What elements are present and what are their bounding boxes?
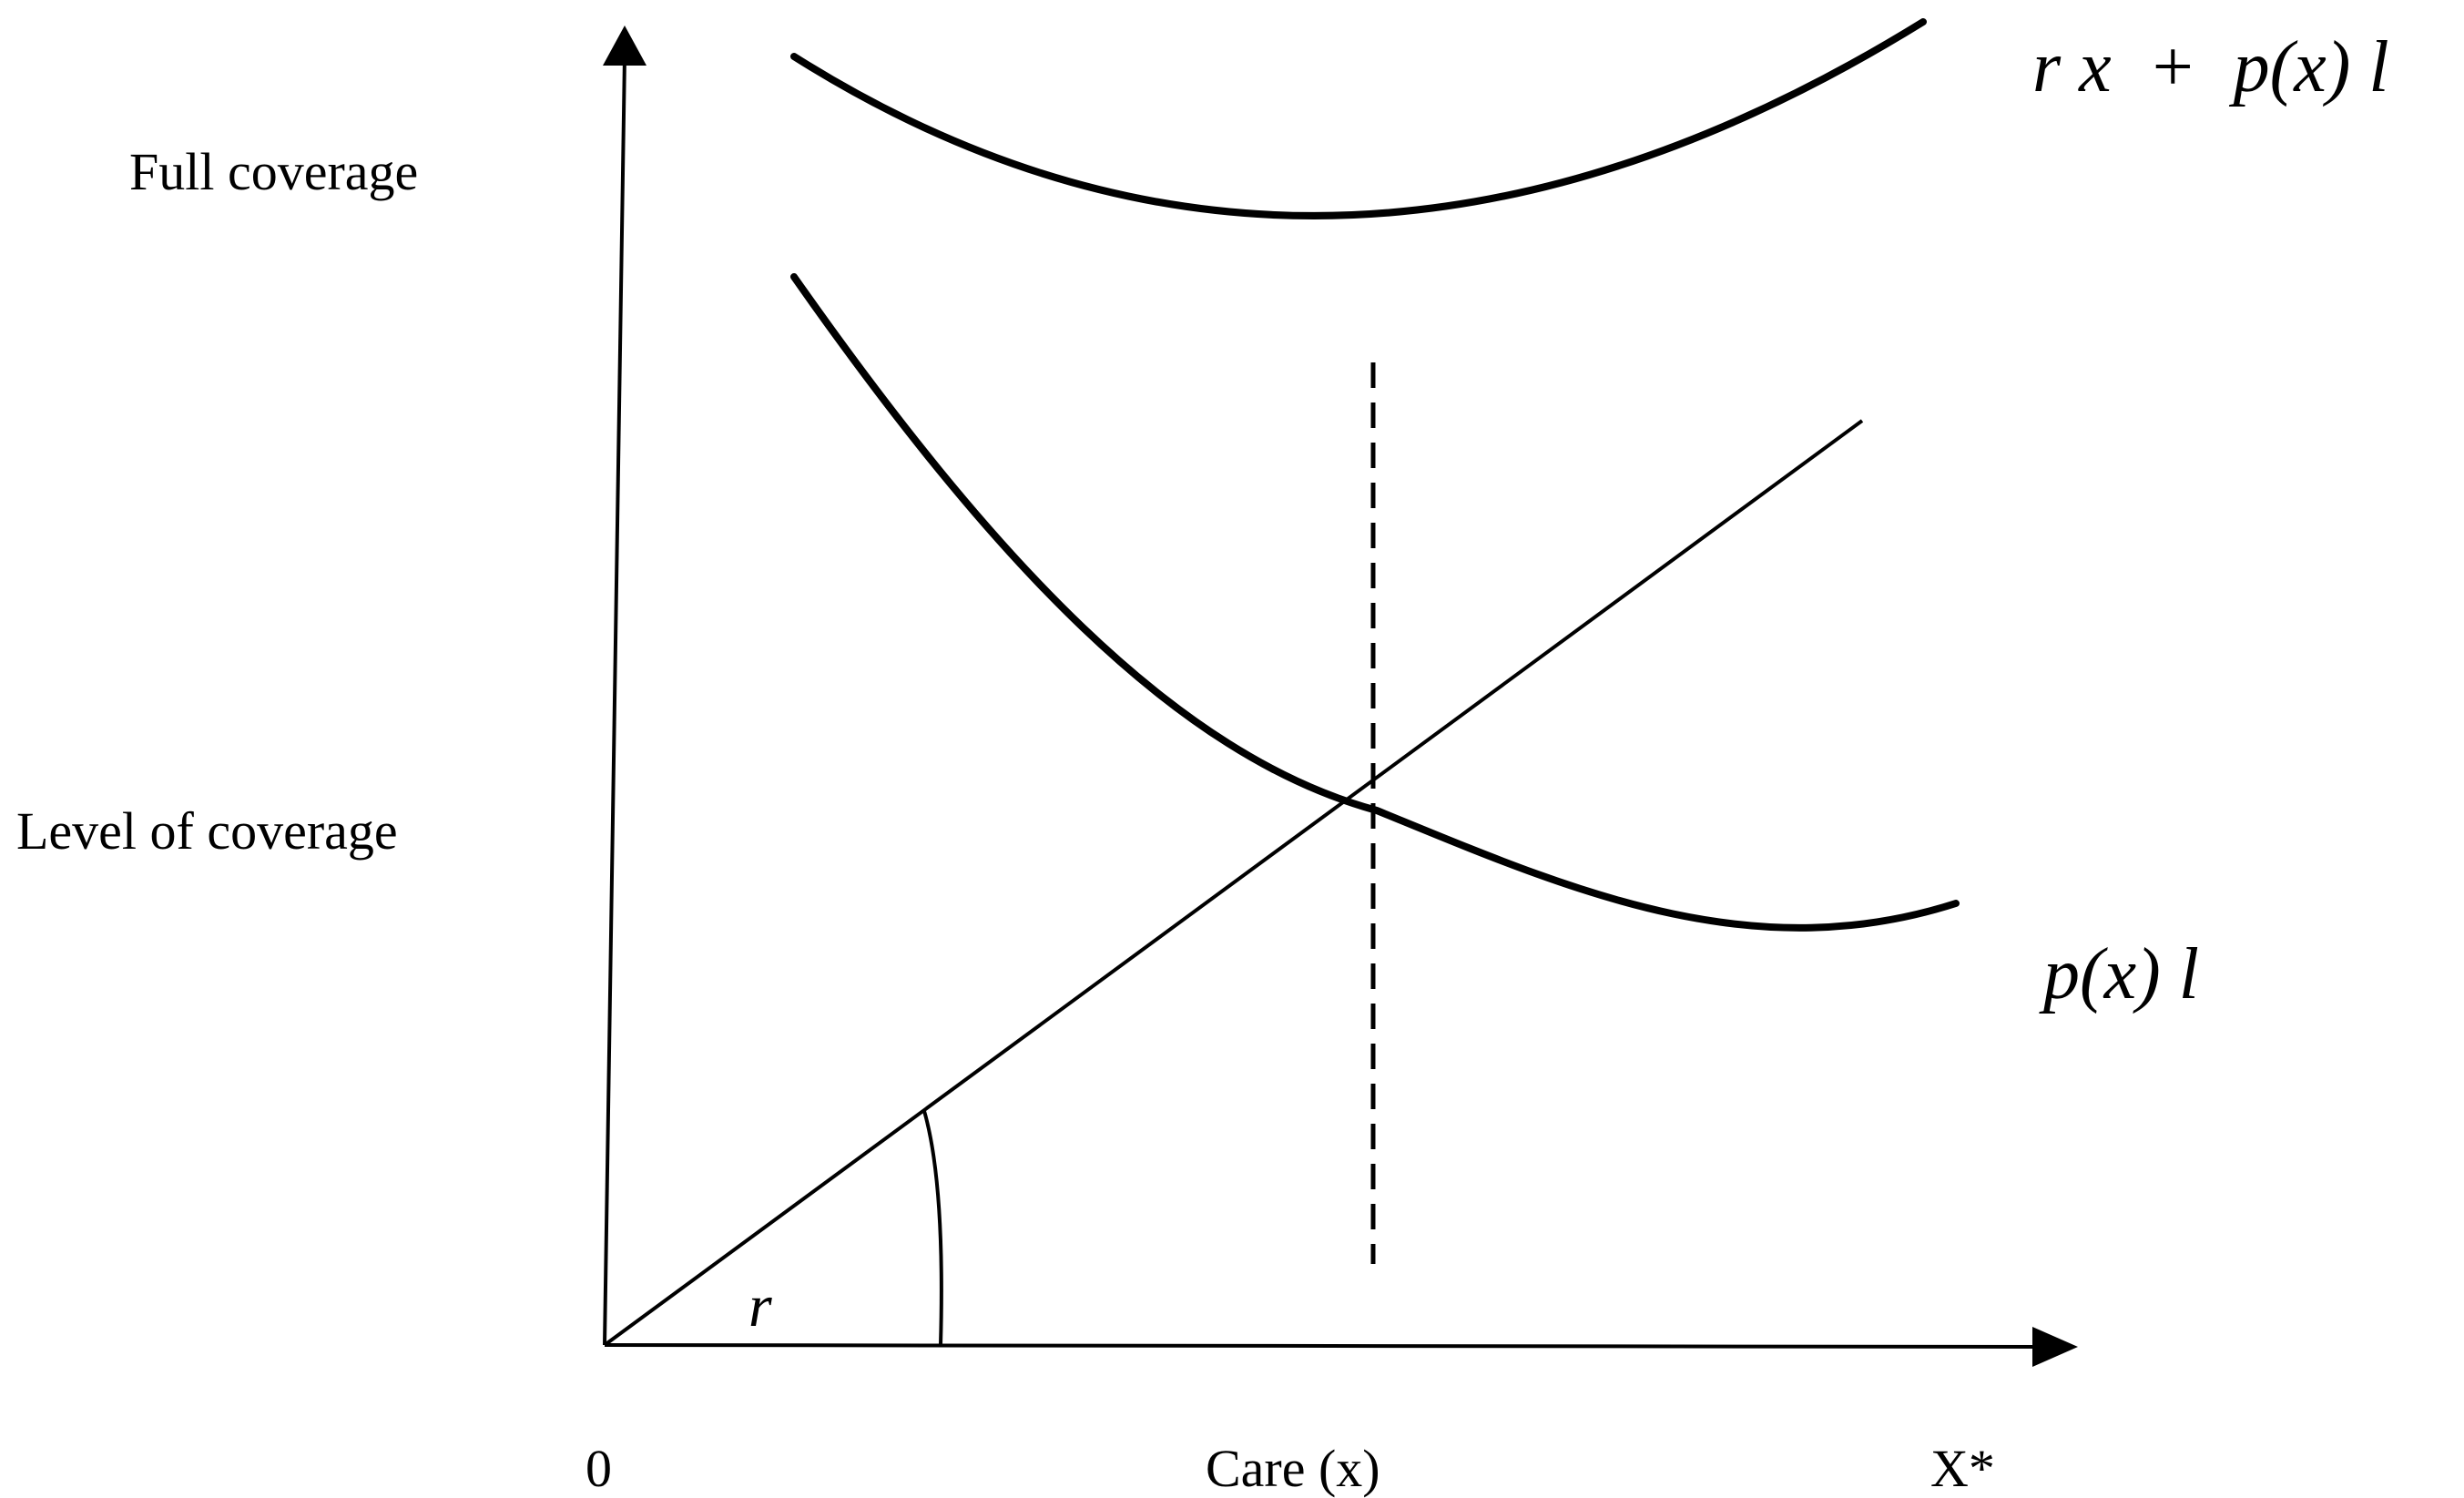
expected-loss-curve bbox=[790, 273, 1960, 932]
total-cost-curve bbox=[790, 18, 1927, 219]
x-label-care: Care (x) bbox=[1206, 1439, 1380, 1498]
expected-loss-curve-label: p(x) l bbox=[2039, 934, 2199, 1014]
angle-arc bbox=[922, 1110, 943, 1346]
y-axis bbox=[603, 56, 626, 1346]
x-label-x-star: X* bbox=[1930, 1439, 1995, 1498]
angle-label-r: r bbox=[748, 1273, 772, 1340]
total-cost-curve-label: r x + p(x) l bbox=[2032, 27, 2389, 107]
x-axis-arrowhead bbox=[2032, 1327, 2078, 1367]
x-axis bbox=[604, 1343, 2041, 1349]
y-label-full-coverage: Full coverage bbox=[129, 142, 418, 201]
y-label-level-of-coverage: Level of coverage bbox=[16, 801, 398, 861]
cost-of-care-line bbox=[603, 419, 1864, 1347]
y-axis-arrowhead bbox=[603, 25, 647, 66]
x-label-origin: 0 bbox=[585, 1439, 612, 1498]
